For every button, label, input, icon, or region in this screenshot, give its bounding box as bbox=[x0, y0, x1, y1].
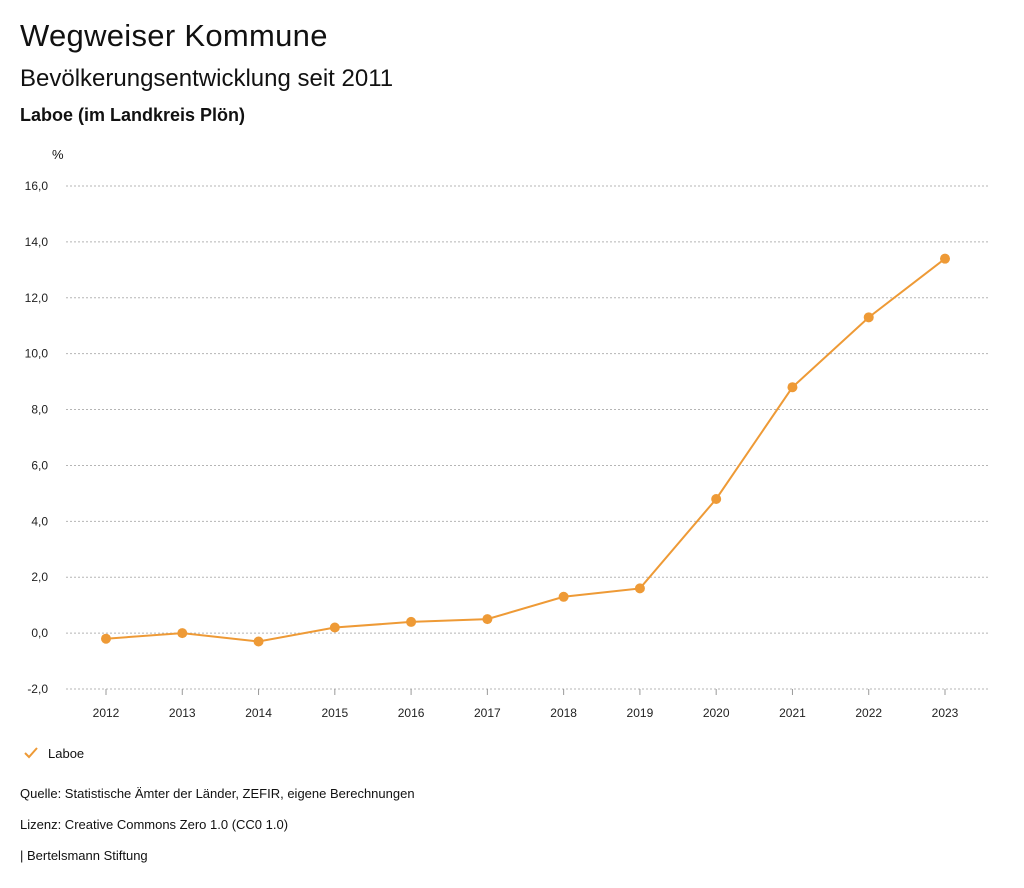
x-tick-label: 2012 bbox=[93, 706, 120, 720]
data-point[interactable] bbox=[940, 253, 950, 264]
source-note: Quelle: Statistische Ämter der Länder, Z… bbox=[20, 786, 415, 801]
page-title: Wegweiser Kommune bbox=[20, 18, 328, 53]
series-line-laboe bbox=[105, 257, 946, 643]
x-tick-label: 2017 bbox=[474, 706, 501, 720]
x-tick-label: 2021 bbox=[779, 706, 806, 720]
license-note: Lizenz: Creative Commons Zero 1.0 (CC0 1… bbox=[20, 817, 289, 832]
x-tick-label: 2020 bbox=[703, 706, 730, 720]
y-tick-label: 0,0 bbox=[31, 626, 48, 640]
x-tick-labels: 2012 2013 2014 2015 2016 2017 2018 2019 2020 2021… bbox=[93, 689, 959, 720]
data-point[interactable] bbox=[101, 633, 111, 644]
x-tick-label: 2023 bbox=[932, 706, 959, 720]
y-tick-label: 14,0 bbox=[25, 235, 49, 249]
data-point[interactable] bbox=[329, 622, 340, 633]
x-tick-label: 2022 bbox=[855, 706, 882, 720]
grid-lines bbox=[66, 185, 990, 690]
legend[interactable]: Laboe bbox=[22, 745, 84, 761]
legend-label: Laboe bbox=[48, 745, 85, 761]
data-point[interactable] bbox=[482, 614, 493, 625]
x-tick-label: 2014 bbox=[245, 706, 272, 720]
data-point[interactable] bbox=[558, 591, 569, 602]
region-label: Laboe (im Landkreis Plön) bbox=[20, 105, 246, 125]
y-tick-label: 2,0 bbox=[31, 570, 48, 584]
y-tick-label: 16,0 bbox=[25, 179, 49, 193]
data-point[interactable] bbox=[863, 312, 874, 323]
data-point[interactable] bbox=[406, 616, 417, 627]
series-layer bbox=[101, 253, 950, 647]
y-tick-labels: -2,0 0,0 2,0 4,0 6,0 8,0 10,0 12,0 14,0 16,0 bbox=[25, 179, 49, 696]
y-tick-label: -2,0 bbox=[27, 682, 48, 696]
x-tick-label: 2013 bbox=[169, 706, 196, 720]
x-tick-label: 2015 bbox=[321, 706, 348, 720]
y-tick-label: 6,0 bbox=[31, 458, 48, 472]
y-axis-unit: % bbox=[52, 147, 64, 162]
y-tick-label: 8,0 bbox=[31, 403, 48, 417]
y-tick-label: 12,0 bbox=[25, 291, 49, 305]
data-point[interactable] bbox=[177, 628, 188, 639]
legend-check-icon bbox=[24, 747, 38, 759]
data-point[interactable] bbox=[634, 583, 645, 594]
x-tick-label: 2019 bbox=[627, 706, 654, 720]
data-point[interactable] bbox=[787, 382, 798, 393]
line-chart: -2,0 0,0 2,0 4,0 6,0 8,0 10,0 12,0 14,0 16,0 2012… bbox=[25, 179, 990, 720]
publisher-note: | Bertelsmann Stiftung bbox=[20, 848, 148, 863]
x-tick-label: 2018 bbox=[550, 706, 577, 720]
y-tick-label: 4,0 bbox=[31, 514, 48, 528]
data-point[interactable] bbox=[253, 636, 264, 647]
data-point[interactable] bbox=[711, 493, 722, 504]
x-tick-label: 2016 bbox=[398, 706, 425, 720]
chart-subtitle: Bevölkerungsentwicklung seit 2011 bbox=[20, 65, 394, 92]
y-tick-label: 10,0 bbox=[25, 347, 49, 361]
